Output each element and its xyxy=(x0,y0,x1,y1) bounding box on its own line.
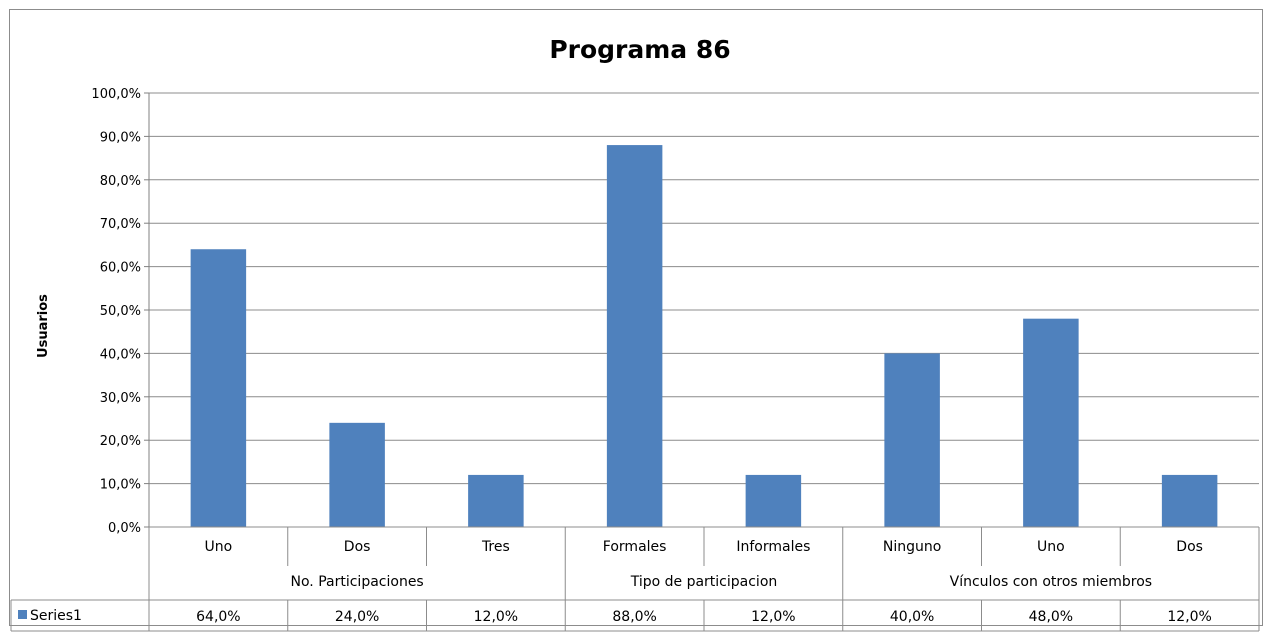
bar xyxy=(606,145,663,527)
category-label: Formales xyxy=(603,539,667,555)
group-label: No. Participaciones xyxy=(291,574,424,590)
category-label: Dos xyxy=(344,539,371,555)
bar xyxy=(745,474,802,527)
y-tick-label: 100,0% xyxy=(91,87,141,102)
category-label: Dos xyxy=(1176,539,1203,555)
bar xyxy=(1023,318,1079,527)
bar xyxy=(190,249,247,528)
category-label: Tres xyxy=(481,539,510,555)
bars xyxy=(190,145,1218,528)
category-label: Ninguno xyxy=(883,539,941,555)
bar xyxy=(884,353,940,527)
y-tick-label: 40,0% xyxy=(100,347,141,362)
chart-title: Programa 86 xyxy=(549,35,730,64)
y-tick-label: 50,0% xyxy=(100,304,141,319)
y-tick-label: 80,0% xyxy=(100,174,141,189)
y-tick-labels: 0,0% 10,0% 20,0% 30,0% 40,0% 50,0% 60,0% 70,0% 8… xyxy=(91,87,141,536)
value-label: 48,0% xyxy=(1029,609,1073,625)
value-label: 24,0% xyxy=(335,609,379,625)
group-label: Tipo de participacion xyxy=(630,574,778,590)
y-tick-label: 60,0% xyxy=(100,261,141,276)
bar xyxy=(329,422,385,527)
bar xyxy=(468,474,524,527)
y-tick-label: 20,0% xyxy=(100,434,141,449)
category-label: Informales xyxy=(736,539,810,555)
y-tick-label: 30,0% xyxy=(100,391,141,406)
group-label: Vínculos con otros miembros xyxy=(950,574,1152,590)
gridlines xyxy=(144,92,1259,528)
y-tick-label: 10,0% xyxy=(100,478,141,493)
legend-series-name: Series1 xyxy=(30,608,82,624)
data-table: Uno 64,0% Dos 24,0% Tres 12,0% Formales 88,0% In… xyxy=(10,526,1260,632)
legend-swatch xyxy=(18,610,27,619)
category-label: Uno xyxy=(1037,539,1065,555)
bar xyxy=(1161,474,1218,527)
y-tick-label: 90,0% xyxy=(100,130,141,145)
value-label: 12,0% xyxy=(474,609,518,625)
value-label: 64,0% xyxy=(196,609,240,625)
value-label: 12,0% xyxy=(1167,609,1211,625)
y-axis-label: Usuarios xyxy=(36,294,51,358)
value-label: 40,0% xyxy=(890,609,934,625)
value-label: 12,0% xyxy=(751,609,795,625)
category-label: Uno xyxy=(205,539,233,555)
value-label: 88,0% xyxy=(612,609,656,625)
y-tick-label: 70,0% xyxy=(100,217,141,232)
y-tick-label: 0,0% xyxy=(108,521,141,536)
